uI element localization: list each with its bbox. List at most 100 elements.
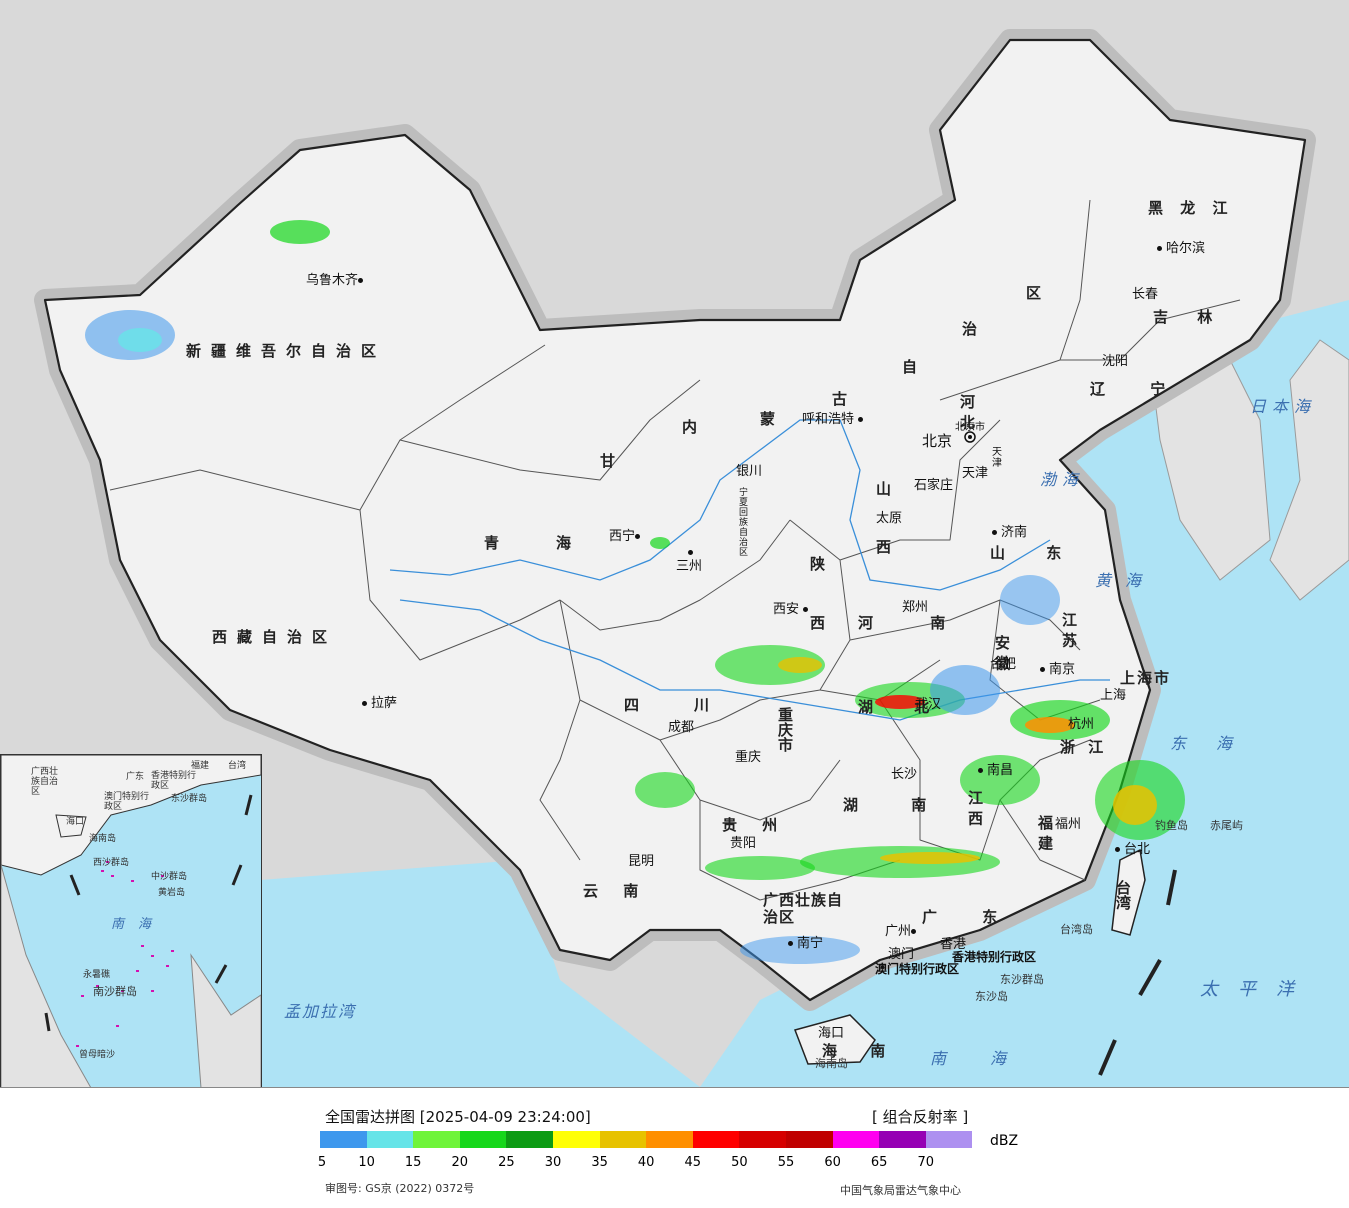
inset-guangdong: 广东 xyxy=(126,772,145,782)
province-guangxi: 广西壮族自治区 xyxy=(763,891,844,926)
hainan-island xyxy=(794,1014,876,1065)
province-chongqing: 重庆市 xyxy=(776,707,794,752)
colorbar-swatch-1 xyxy=(366,1131,414,1148)
city-guangzhou: 广州 xyxy=(885,920,920,939)
province-jiangsu: 江 苏 xyxy=(1060,612,1078,648)
province-beijing: 北京市 xyxy=(955,422,985,433)
city-jinan: 济南 xyxy=(992,521,1027,540)
colorbar-tick-label: 50 xyxy=(731,1155,748,1170)
issuing-agency: 中国气象局雷达气象中心 xyxy=(840,1184,961,1197)
echo-xinjiang-north xyxy=(270,220,330,244)
colorbar-swatch-8 xyxy=(692,1131,740,1148)
city-harbin: 哈尔滨 xyxy=(1157,237,1205,256)
province-nmg-meng: 蒙 xyxy=(760,410,786,428)
province-nmg-nei: 内 xyxy=(682,418,708,436)
city-hefei: 合肥 xyxy=(990,657,1017,672)
product-label: [ 组合反射率 ] xyxy=(872,1108,969,1126)
city-taipei: 台北 xyxy=(1115,838,1150,857)
province-nmg-qu: 区 xyxy=(1026,284,1052,302)
echo-hubei-core xyxy=(875,695,925,709)
colorbar-tick-label: 30 xyxy=(544,1155,562,1170)
colorbar-swatch-4 xyxy=(506,1131,553,1148)
province-borders xyxy=(109,199,1241,901)
province-taiwan: 台湾 xyxy=(1114,880,1132,910)
province-yunnan: 云 南 xyxy=(583,882,649,900)
city-urumqi: 乌鲁木齐 xyxy=(306,269,367,288)
echo-anhui xyxy=(930,665,1000,715)
sea-yellow: 黄海 xyxy=(1095,571,1156,590)
province-liaoning: 辽 宁 xyxy=(1090,380,1186,398)
province-fujian: 福 建 xyxy=(1036,815,1054,851)
colorbar-tick-label: 55 xyxy=(777,1155,795,1170)
colorbar-swatch-5 xyxy=(552,1131,600,1148)
island-taiwan: 台湾岛 xyxy=(1060,923,1093,936)
legend-panel: 全国雷达拼图 [2025-04-09 23:24:00] [ 组合反射率 ] d… xyxy=(0,1088,1349,1208)
city-shenyang: 沈阳 xyxy=(1102,354,1129,369)
colorbar-swatch-10 xyxy=(785,1131,833,1148)
province-jiangxi: 江 西 xyxy=(966,790,984,826)
city-fuzhou: 福州 xyxy=(1055,817,1082,832)
rivers xyxy=(389,419,1110,721)
echo-guizhou xyxy=(635,772,695,808)
city-nanning: 南宁 xyxy=(788,932,823,951)
province-hunan: 湖 南 xyxy=(843,796,951,814)
inset-xisha: 西沙群岛 xyxy=(93,858,130,868)
city-tianjin: 天津 xyxy=(962,466,989,481)
sea-bay-of-bengal: 孟加拉湾 xyxy=(284,1002,357,1021)
province-zhejiang: 浙 江 xyxy=(1060,738,1108,756)
province-shanxi-b: 西 xyxy=(876,538,902,556)
province-jilin: 吉 林 xyxy=(1153,308,1225,326)
province-nmg-zhi: 治 xyxy=(962,320,988,338)
colorbar-ticks: 5 10 15 20 25 30 35 40 45 50 55 60 65 70 xyxy=(317,1155,1020,1171)
province-xinjiang: 新疆维吾尔自治区 xyxy=(186,342,387,360)
inset-fujian: 福建 xyxy=(191,761,210,771)
nine-dash-line xyxy=(1098,869,1177,1076)
sea-east: 东海 xyxy=(1170,734,1263,753)
colorbar-tick-label: 45 xyxy=(684,1155,702,1170)
city-chengdu: 成都 xyxy=(668,720,695,735)
inset-macau: 澳门特别行政区 xyxy=(104,792,150,812)
echo-south-coast xyxy=(740,936,860,964)
province-hongkong: 香港特别行政区 xyxy=(952,950,1037,964)
inset-yongshu: 永暑礁 xyxy=(83,970,111,980)
island-dongsha: 东沙岛 xyxy=(975,990,1008,1003)
figure-title: 全国雷达拼图 [2025-04-09 23:24:00] xyxy=(325,1108,591,1126)
province-gansu-city-label: 三州 xyxy=(676,559,703,574)
city-zhengzhou: 郑州 xyxy=(902,600,929,615)
province-heilongjiang: 黑 龙 江 xyxy=(1148,199,1234,217)
province-tianjin: 天津 xyxy=(992,447,1002,469)
city-beijing: 北京 xyxy=(922,432,953,450)
province-hubei: 湖 北 xyxy=(858,698,948,716)
province-hainan: 海 南 xyxy=(822,1042,900,1060)
province-shaanxi-a: 陕 xyxy=(810,555,836,573)
colorbar-swatch-7 xyxy=(646,1131,693,1148)
city-xian: 西安 xyxy=(773,598,812,617)
city-lhasa: 拉萨 xyxy=(362,692,397,711)
city-shanghai: 上海 xyxy=(1100,688,1127,703)
sea-bohai: 渤海 xyxy=(1040,470,1085,489)
island-dongsha-group: 东沙群岛 xyxy=(1000,973,1044,986)
colorbar-unit: dBZ xyxy=(990,1133,1019,1149)
echo-gansu xyxy=(650,537,670,549)
city-nanchang: 南昌 xyxy=(978,759,1013,778)
city-hohhot: 呼和浩特 xyxy=(802,408,867,427)
china-radar-map[interactable]: 新疆维吾尔自治区 西藏自治区 青 海 甘 四 川 云 南 贵 州 重庆市 陕 西… xyxy=(0,0,1349,1088)
sea-japan: 日本海 xyxy=(1250,397,1317,416)
province-qinghai-a: 青 xyxy=(484,534,510,552)
province-gansu: 甘 xyxy=(600,452,626,470)
city-lanzhou xyxy=(688,545,697,560)
echo-zhejiang-core xyxy=(1025,717,1075,733)
city-nanjing: 南京 xyxy=(1040,658,1075,677)
radar-echoes xyxy=(85,220,1185,964)
inset-taiwan: 台湾 xyxy=(228,761,247,771)
colorbar-swatch-11 xyxy=(832,1131,880,1148)
colorbar-tick-label: 5 xyxy=(317,1155,327,1170)
map-approval-number: 审图号: GS京 (2022) 0372号 xyxy=(325,1182,475,1195)
echo-shaanxi xyxy=(715,645,825,685)
japan-islands xyxy=(1269,339,1349,601)
province-sichuan-b: 川 xyxy=(694,696,720,714)
colorbar-swatch-6 xyxy=(599,1131,647,1148)
city-xining: 西宁 xyxy=(609,525,644,544)
echo-shaanxi-core xyxy=(778,657,822,673)
echo-guangdong-core xyxy=(880,852,980,864)
